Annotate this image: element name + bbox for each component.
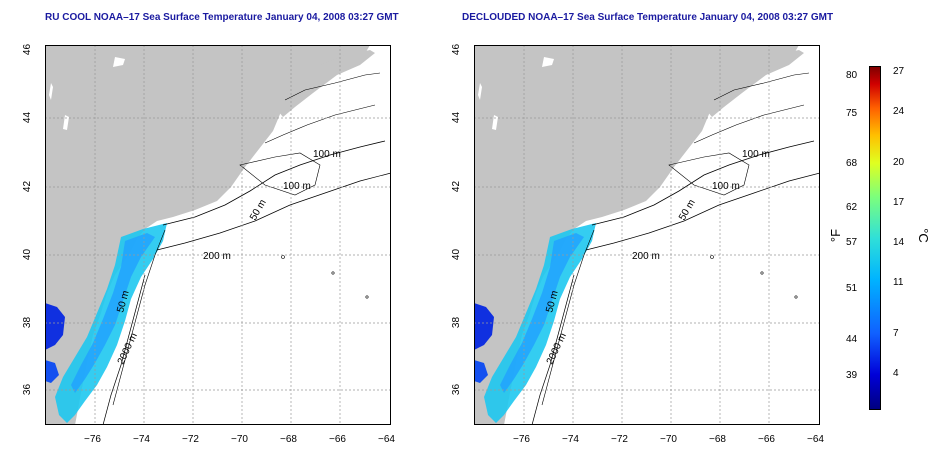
lon-tick: −74 (133, 434, 150, 445)
lon-tick: −70 (660, 434, 677, 445)
lon-tick: −74 (562, 434, 579, 445)
fahrenheit-tick: 51 (846, 283, 858, 294)
contour-label: 100 m (283, 181, 311, 192)
contour-2000m (156, 172, 391, 251)
lat-tick: 42 (451, 180, 463, 193)
lon-tick: −76 (84, 434, 101, 445)
celsius-tick: 24 (893, 106, 905, 117)
lat-tick: 40 (22, 248, 34, 261)
fahrenheit-unit-label: °F (828, 228, 844, 243)
lon-tick: −76 (513, 434, 530, 445)
lat-tick: 38 (451, 316, 463, 329)
celsius-unit-label: °C (915, 228, 931, 243)
land-nova-scotia (273, 50, 375, 117)
fahrenheit-tick: 57 (846, 237, 858, 248)
celsius-tick: 27 (893, 66, 905, 77)
sst-map-left: 100 m 100 m 50 m 200 m 50 m 2000 m (45, 45, 391, 425)
contour-label: 100 m (712, 181, 740, 192)
contour-label: 200 m (632, 251, 660, 262)
fahrenheit-tick: 44 (846, 334, 858, 345)
lon-tick: −64 (378, 434, 395, 445)
lon-tick: −66 (758, 434, 775, 445)
contour-label: 100 m (742, 149, 770, 160)
land-nova-scotia (702, 50, 804, 117)
lat-tick: 44 (22, 111, 34, 124)
contour-2000m (585, 172, 820, 251)
contour-200m (162, 140, 386, 226)
land-mass (474, 45, 799, 425)
lon-tick: −72 (182, 434, 199, 445)
celsius-tick: 4 (893, 368, 899, 379)
lon-tick: −72 (611, 434, 628, 445)
map-title: DECLOUDED NOAA–17 Sea Surface Temperatur… (462, 12, 834, 23)
lat-tick: 44 (451, 111, 463, 124)
celsius-tick: 14 (893, 237, 905, 248)
contour-200m (591, 140, 815, 226)
fahrenheit-tick: 68 (846, 158, 858, 169)
lon-tick: −64 (807, 434, 824, 445)
fahrenheit-tick: 75 (846, 108, 858, 119)
celsius-tick: 17 (893, 197, 905, 208)
celsius-tick: 7 (893, 328, 899, 339)
lon-tick: −68 (280, 434, 297, 445)
map-title: RU COOL NOAA–17 Sea Surface Temperature … (45, 12, 399, 23)
fahrenheit-tick: 39 (846, 370, 858, 381)
contour-label: 200 m (203, 251, 231, 262)
celsius-tick: 20 (893, 157, 905, 168)
sst-map-right: 100 m 100 m 50 m 200 m 50 m 2000 m (474, 45, 820, 425)
lat-tick: 36 (451, 383, 463, 396)
fahrenheit-tick: 80 (846, 70, 858, 81)
land-mass (45, 45, 370, 425)
fahrenheit-tick: 62 (846, 202, 858, 213)
lat-tick: 46 (451, 43, 463, 56)
celsius-tick: 11 (893, 277, 904, 288)
lon-tick: −66 (329, 434, 346, 445)
lat-tick: 38 (22, 316, 34, 329)
lat-tick: 46 (22, 43, 34, 56)
color-scale-bar (869, 66, 881, 410)
contour-label: 100 m (313, 149, 341, 160)
lat-tick: 36 (22, 383, 34, 396)
lon-tick: −70 (231, 434, 248, 445)
lat-tick: 40 (451, 248, 463, 261)
lon-tick: −68 (709, 434, 726, 445)
lat-tick: 42 (22, 180, 34, 193)
